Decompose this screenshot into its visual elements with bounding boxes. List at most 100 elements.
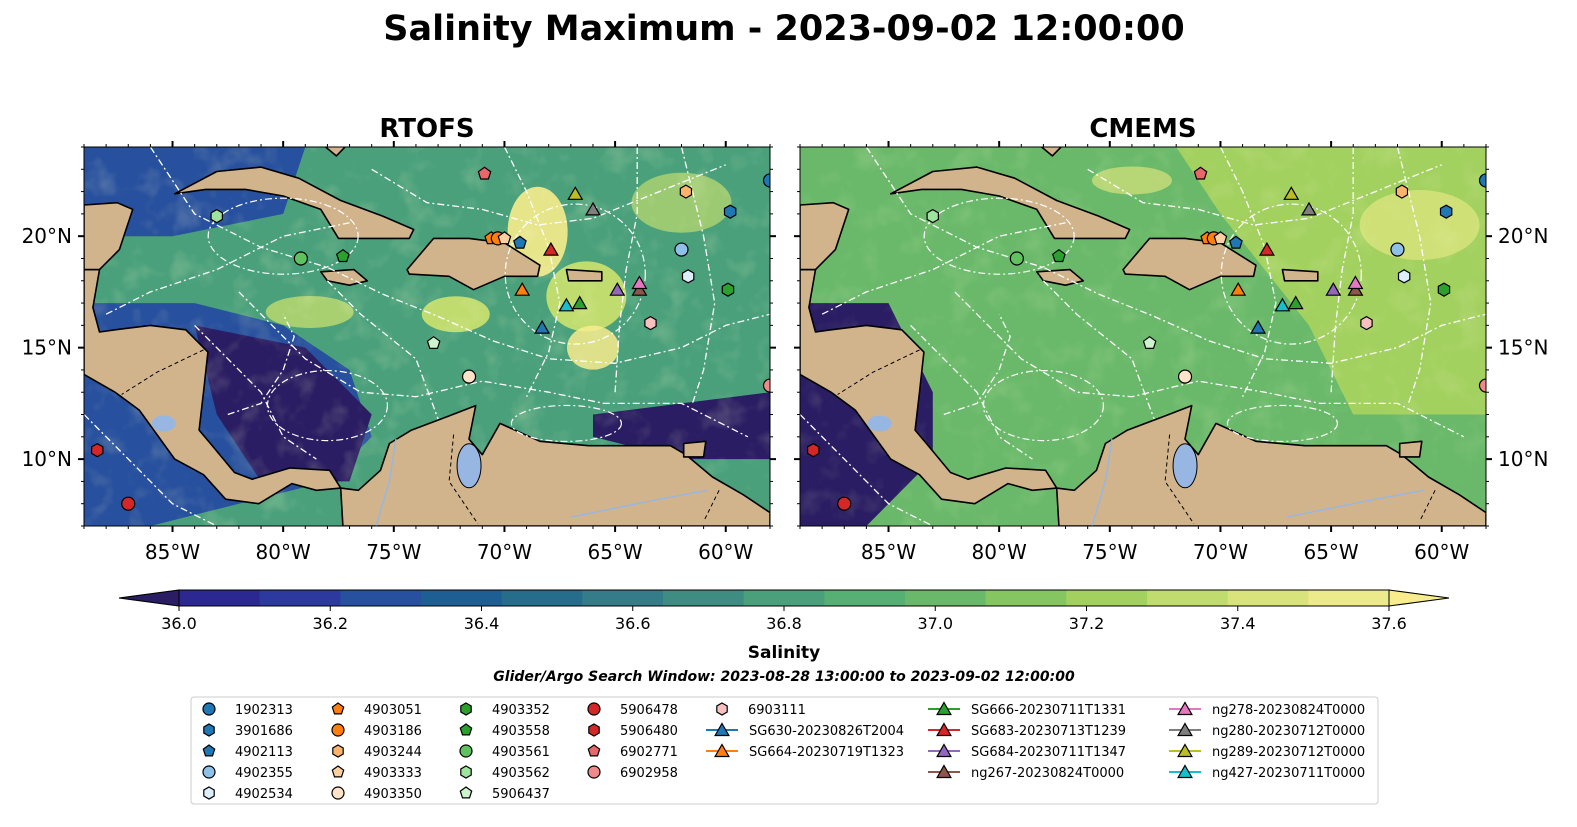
marker-ng278-20230824T0000 bbox=[631, 275, 648, 290]
y-tick-label: 15°N bbox=[22, 336, 72, 360]
map-frame bbox=[83, 146, 771, 527]
legend-label: 5906437 bbox=[492, 787, 550, 802]
salinity-colorbar: 36.0 36.2 36.4 36.6 36.8 37.0 37.2 37.4 37.6 bbox=[118, 589, 1450, 633]
legend-marker bbox=[332, 744, 344, 758]
lake-nicaragua bbox=[867, 415, 892, 432]
river bbox=[1091, 438, 1113, 526]
river bbox=[375, 438, 397, 526]
marker-ng427-20230711T0000 bbox=[558, 297, 575, 312]
legend-label: 6902771 bbox=[620, 745, 678, 760]
marker-ng278-20230824T0000 bbox=[1347, 275, 1364, 290]
south-america-landmass bbox=[339, 404, 770, 526]
marker-SG666-20230711T1331 bbox=[1287, 295, 1304, 310]
legend-marker bbox=[202, 744, 216, 757]
marker-SG684-20230711T1347 bbox=[609, 281, 626, 296]
legend-label: 4903333 bbox=[364, 766, 422, 781]
legend-marker bbox=[331, 702, 345, 715]
marker-4902355 bbox=[674, 242, 689, 257]
marker-4903562 bbox=[926, 208, 940, 224]
colorbar-tick-label: 37.4 bbox=[1220, 614, 1256, 633]
x-tick-label: 65°W bbox=[1303, 540, 1358, 564]
marker-4903558 bbox=[1051, 248, 1066, 263]
legend-marker bbox=[202, 702, 216, 716]
eez-boundary bbox=[680, 147, 716, 404]
legend-label: SG683-20230713T1239 bbox=[971, 724, 1126, 739]
legend-marker bbox=[459, 723, 473, 736]
marker-SG664-20230719T1323 bbox=[514, 282, 531, 296]
legend-label: SG664-20230719T1323 bbox=[749, 745, 904, 760]
lake-nicaragua bbox=[151, 415, 176, 432]
eez-boundary bbox=[227, 313, 295, 416]
colorbar-segment bbox=[340, 590, 422, 606]
colorbar-segment bbox=[824, 590, 906, 606]
puerto-rico-landmass bbox=[565, 268, 603, 282]
x-tick-label: 85°W bbox=[145, 540, 200, 564]
eez-boundary bbox=[207, 197, 359, 275]
legend-label: 5906480 bbox=[620, 724, 678, 739]
x-tick-label: 65°W bbox=[587, 540, 642, 564]
colorbar-tick-label: 37.0 bbox=[917, 614, 953, 633]
colorbar-segment bbox=[179, 590, 261, 606]
marker-6902771 bbox=[477, 166, 492, 180]
central-america-landmass bbox=[84, 268, 342, 505]
puerto-rico-landmass bbox=[1281, 268, 1319, 282]
colorbar-segment bbox=[421, 590, 503, 606]
eez-boundary bbox=[821, 222, 1066, 315]
legend-label: 3901686 bbox=[235, 724, 293, 739]
legend-marker bbox=[587, 744, 601, 757]
trinidad-landmass bbox=[682, 440, 707, 458]
legend-label: SG684-20230711T1347 bbox=[971, 745, 1126, 760]
eez-boundary bbox=[105, 222, 350, 315]
legend-marker bbox=[331, 723, 345, 737]
legend-marker bbox=[936, 743, 952, 758]
eez-boundary bbox=[1330, 147, 1354, 393]
marker-4903561 bbox=[293, 251, 308, 266]
eez-boundary bbox=[504, 203, 646, 345]
map-area bbox=[84, 147, 770, 526]
marker-5906437 bbox=[426, 335, 441, 349]
legend-label: ng289-20230712T0000 bbox=[1212, 745, 1365, 760]
x-tick-label: 70°W bbox=[477, 540, 532, 564]
marker-6903111 bbox=[644, 315, 657, 331]
bahamas-landmass bbox=[324, 147, 347, 157]
legend-marker bbox=[331, 786, 345, 800]
country-border bbox=[703, 490, 720, 522]
colorbar-segment bbox=[582, 590, 664, 606]
x-tick-label: 85°W bbox=[861, 540, 916, 564]
yucatan-landmass bbox=[800, 201, 850, 271]
eez-boundary bbox=[614, 147, 638, 393]
legend-label: 4902534 bbox=[235, 787, 293, 802]
search-window-caption: Glider/Argo Search Window: 2023-08-28 13… bbox=[493, 669, 1075, 685]
eez-boundary bbox=[1396, 147, 1432, 404]
country-border bbox=[1419, 490, 1436, 522]
x-tick-label: 60°W bbox=[698, 540, 753, 564]
marker-1902313 bbox=[1478, 173, 1486, 188]
cuba-landmass bbox=[889, 166, 1131, 240]
legend-marker bbox=[460, 702, 472, 716]
legend-marker bbox=[588, 723, 600, 737]
legend-label: ng278-20230824T0000 bbox=[1212, 703, 1365, 718]
eez-boundary bbox=[371, 164, 726, 226]
eez-boundary bbox=[910, 324, 1033, 460]
eez-boundary bbox=[510, 404, 623, 443]
marker-4903558 bbox=[335, 248, 350, 263]
x-tick-label: 80°W bbox=[972, 540, 1027, 564]
legend-marker bbox=[936, 701, 952, 716]
country-border bbox=[837, 349, 920, 395]
x-tick-label: 70°W bbox=[1193, 540, 1248, 564]
legend-label: 4903558 bbox=[492, 724, 550, 739]
legend-label: 4903561 bbox=[492, 745, 550, 760]
marker-3901686 bbox=[1439, 204, 1453, 219]
colorbar-segment bbox=[1308, 590, 1390, 606]
lake-maracaibo bbox=[1172, 443, 1198, 489]
legend-marker bbox=[936, 764, 952, 779]
river bbox=[1286, 489, 1425, 518]
eez-boundary bbox=[923, 197, 1075, 275]
marker-5906480 bbox=[90, 443, 104, 458]
legend-marker bbox=[203, 786, 215, 800]
marker-SG684-20230711T1347 bbox=[1325, 281, 1342, 296]
bahamas-landmass bbox=[1040, 147, 1063, 157]
marker-4903352 bbox=[721, 282, 735, 297]
colorbar-segment bbox=[905, 590, 987, 606]
